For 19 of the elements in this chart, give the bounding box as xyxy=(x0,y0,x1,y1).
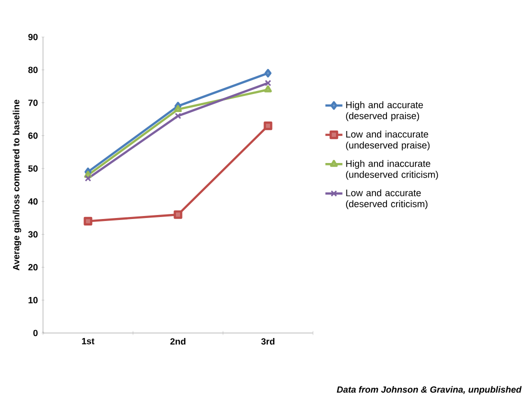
y-tick-label: 20 xyxy=(28,264,38,270)
text: Data from Johnson & Gravina, unpublished xyxy=(336,386,522,394)
legend-label: High and inaccurate (undeserved criticism) xyxy=(346,160,438,180)
legend-label: Low and accurate (deserved criticism) xyxy=(346,189,428,210)
y-tick-label: 30 xyxy=(28,231,38,238)
y-tick-label: 70 xyxy=(28,100,38,106)
x-tick-label: 1st xyxy=(82,338,94,344)
y-tick-label: 40 xyxy=(28,198,38,205)
y-tick-label: 90 xyxy=(28,34,38,40)
y-tick-label: 50 xyxy=(28,165,38,172)
y-tick-label: 10 xyxy=(28,296,38,304)
y-tick-label: 60 xyxy=(28,132,38,139)
legend-label: High and accurate (deserved praise) xyxy=(346,101,423,122)
y-tick-label: 0 xyxy=(33,330,38,336)
x-tick-label: 2nd xyxy=(170,338,186,345)
y-axis-title: Average gain/loss compared to baseline xyxy=(12,100,22,270)
legend-label: Low and inaccurate (undeserved praise) xyxy=(346,130,430,150)
x-tick-label: 3rd xyxy=(261,338,274,345)
y-tick-label: 80 xyxy=(28,66,38,74)
